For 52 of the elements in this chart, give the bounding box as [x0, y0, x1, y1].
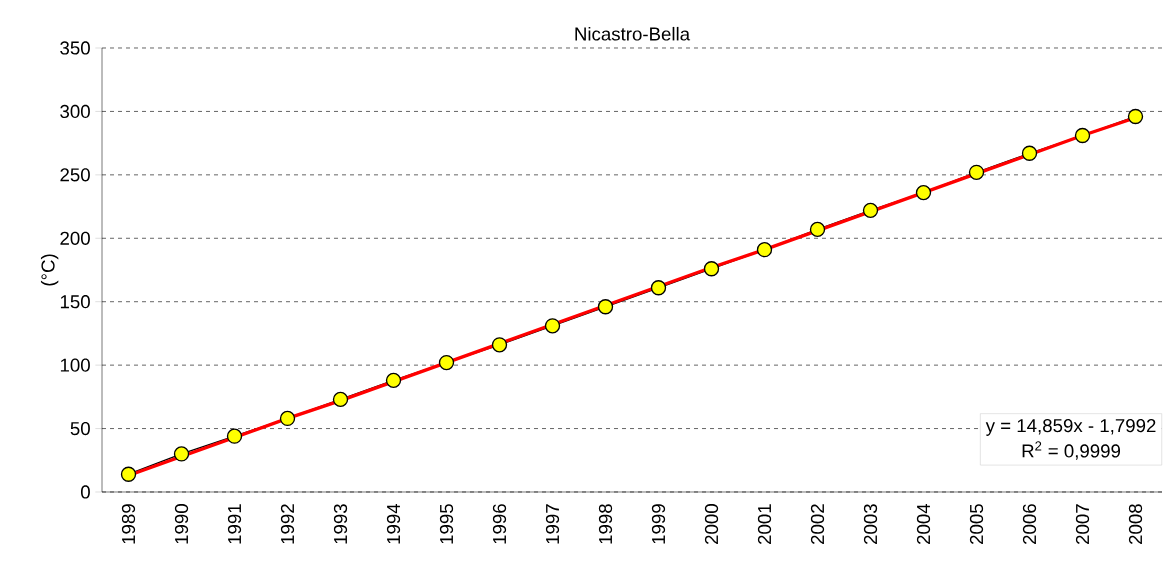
point: [809, 221, 826, 238]
y-tick-label: 100: [60, 358, 90, 372]
y-tick-label: 300: [60, 104, 90, 119]
point: [544, 318, 561, 334]
x-tick-label: 2005: [969, 504, 984, 544]
y-tick-label: 0: [80, 485, 90, 499]
point: [332, 391, 349, 408]
x-tick-label: 1994: [386, 503, 401, 544]
point: [1074, 127, 1091, 144]
point: [385, 372, 402, 389]
y-tick-label: 250: [60, 168, 90, 182]
point: [279, 410, 296, 427]
y-tick-label: 50: [70, 421, 90, 436]
x-tick-label: 2007: [1075, 504, 1090, 544]
point: [173, 446, 190, 462]
point: [862, 202, 879, 219]
x-tick-label: 2003: [863, 504, 878, 544]
x-tick-label: 1999: [651, 504, 666, 544]
y-tick-label: 200: [60, 231, 90, 245]
x-tick-label: 1998: [598, 504, 613, 544]
y-tick-label: 150: [60, 295, 90, 309]
point: [491, 337, 508, 353]
x-tick-label: 1995: [439, 504, 454, 544]
x-tick-label: 2008: [1128, 504, 1143, 544]
x-tick-label: 1993: [333, 504, 348, 544]
point: [120, 466, 137, 482]
x-tick-label: 2000: [704, 504, 719, 544]
annotation: R$^{2}$ = 0,9999: [1022, 441, 1121, 460]
x-tick-label: 1996: [492, 504, 507, 544]
point: [650, 280, 667, 296]
x-tick-label: 2001: [757, 504, 772, 544]
point: [438, 354, 455, 371]
x-tick-label: 1997: [545, 504, 560, 544]
x-tick-label: 2006: [1022, 504, 1037, 544]
point: [915, 184, 932, 201]
point: [703, 261, 720, 277]
y-tick-label: 350: [60, 41, 90, 55]
chart-title: Nicastro-Bella: [575, 26, 691, 41]
x-tick-label: 2004: [916, 503, 931, 544]
x-tick-label: 2002: [810, 504, 825, 544]
point: [597, 299, 614, 315]
point: [756, 242, 773, 258]
point: [1127, 108, 1144, 125]
y-axis-title: (°C): [40, 254, 59, 286]
x-tick-label: 1990: [174, 504, 189, 544]
point: [968, 164, 985, 180]
x-tick-label: 1989: [121, 504, 136, 544]
x-tick-label: 1991: [227, 504, 242, 544]
annotation: y = 14,859x - 1,7992: [985, 418, 1156, 436]
x-tick-label: 1992: [280, 504, 295, 544]
point: [1021, 145, 1038, 161]
point: [226, 428, 243, 444]
